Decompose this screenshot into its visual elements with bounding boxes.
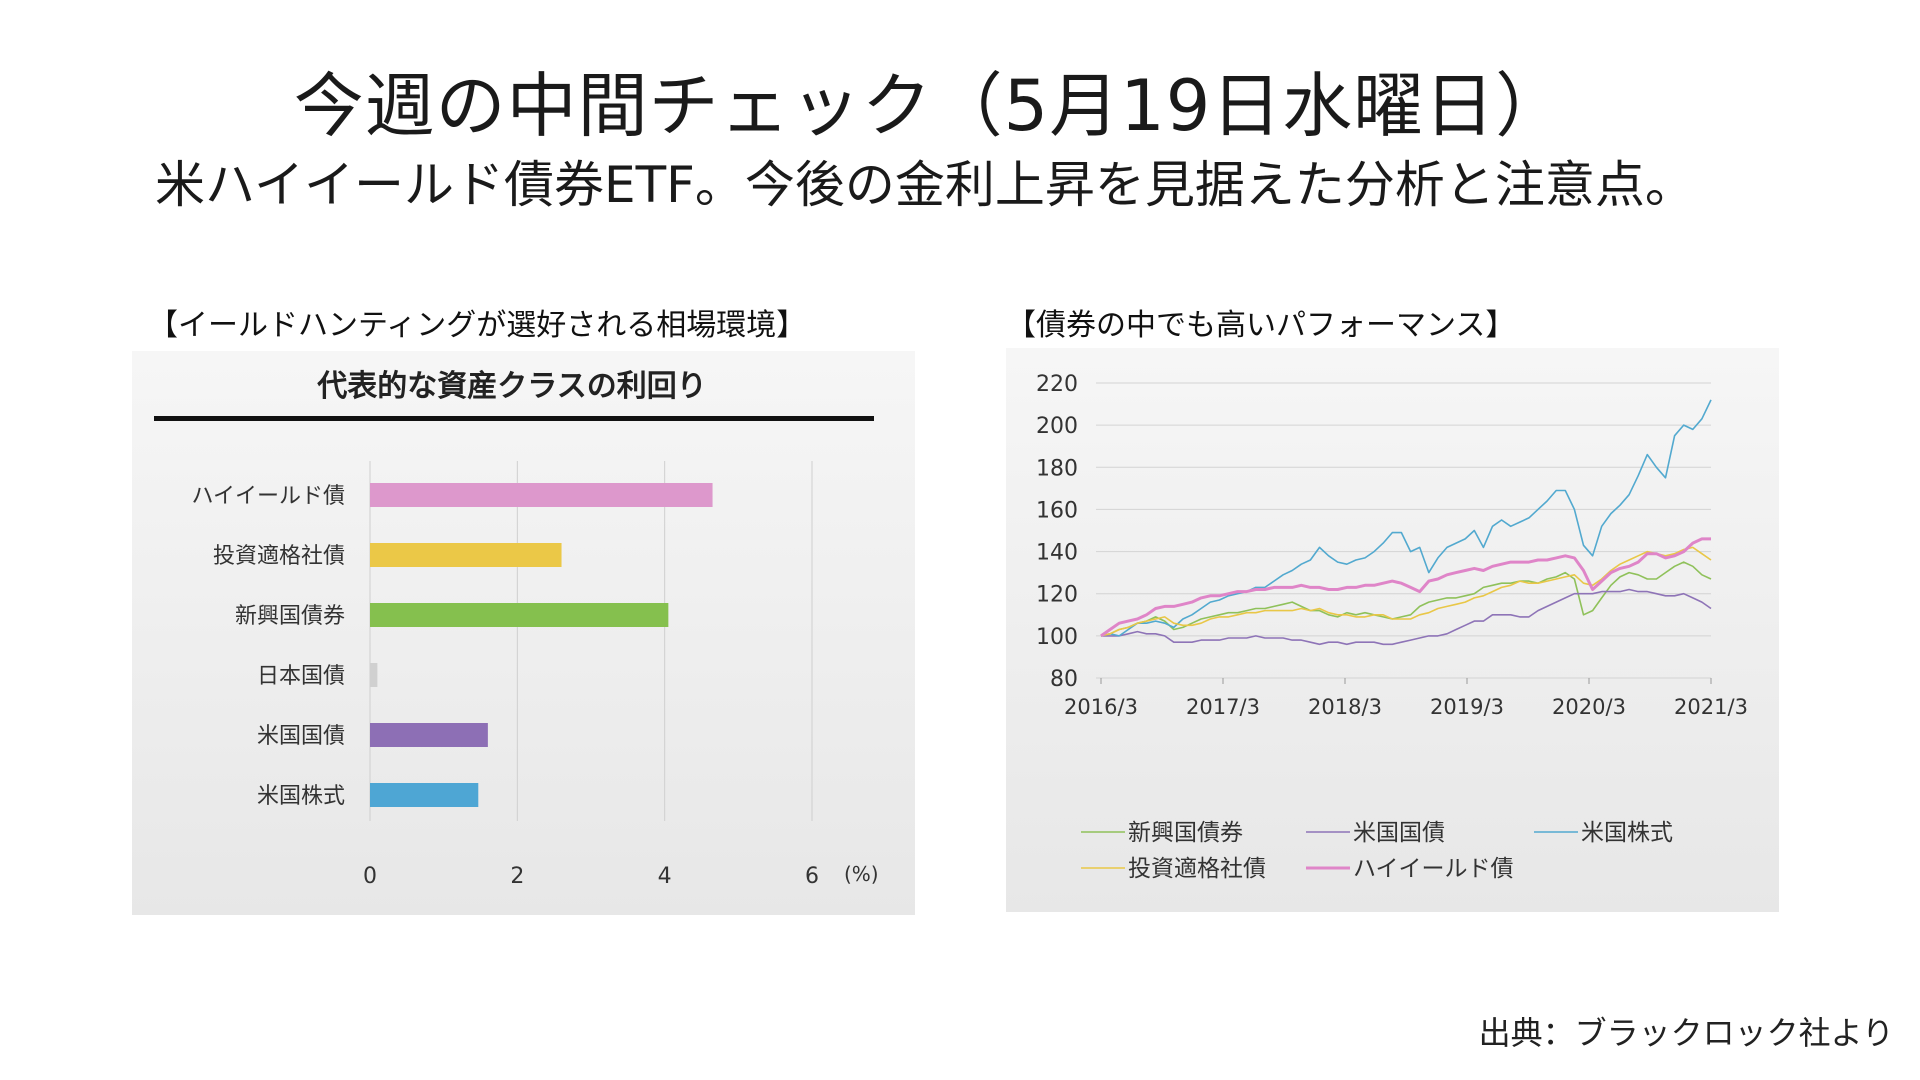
series-line (1100, 546, 1712, 637)
series-line (1101, 588, 1712, 646)
legend-label: 米国株式 (1581, 820, 1673, 846)
performance-line-chart-panel: 80 100 120 140 160 180 200 220 2016/3 2017/3 2018/… (1006, 348, 1779, 912)
x-tick-label: 4 (658, 864, 672, 889)
bar (370, 483, 713, 507)
bar (370, 723, 488, 747)
x-tick-label: 0 (363, 864, 377, 889)
yield-bar-chart-panel: 代表的な資産クラスの利回り 0 2 4 6 (%) ハイイールド債投資適格社債新興国債券日本… (132, 351, 915, 915)
bar-category-label: 新興国債券 (235, 604, 345, 629)
legend-label: 新興国債券 (1128, 820, 1243, 846)
bar (370, 603, 669, 627)
bar-category-label: 日本国債 (257, 664, 345, 689)
x-tick-label: 2019/3 (1430, 695, 1504, 719)
y-tick-label: 100 (1036, 625, 1078, 650)
legend-label: 米国国債 (1353, 820, 1445, 846)
bar-category-label: ハイイールド債 (191, 484, 345, 509)
y-tick-label: 200 (1036, 414, 1078, 439)
performance-line-chart: 80 100 120 140 160 180 200 220 2016/3 2017/3 2018/… (1036, 372, 1748, 882)
y-tick-label: 220 (1036, 372, 1078, 397)
x-tick-label: 2017/3 (1186, 695, 1260, 719)
yield-bar-chart: 代表的な資産クラスの利回り 0 2 4 6 (%) ハイイールド債投資適格社債新興国債券日本… (154, 369, 879, 889)
source-note: 出典：ブラックロック社より (1478, 1014, 1894, 1052)
x-unit-label: (%) (844, 862, 879, 886)
bar-chart-title: 代表的な資産クラスの利回り (316, 369, 706, 404)
bar-category-label: 米国国債 (257, 724, 345, 749)
page-title: 今週の中間チェック（5月19日水曜日） (293, 65, 1567, 147)
right-panel-label: 【債券の中でも高いパフォーマンス】 (1006, 308, 1516, 343)
series-line (1100, 537, 1711, 638)
y-tick-label: 80 (1050, 667, 1078, 692)
page-subtitle: 米ハイイールド債券ETF。今後の金利上昇を見据えた分析と注意点。 (155, 156, 1695, 214)
x-tick-label: 2016/3 (1064, 695, 1138, 719)
legend-label: ハイイールド債 (1353, 856, 1514, 882)
series-line (1100, 399, 1712, 637)
y-tick-label: 120 (1036, 583, 1078, 608)
legend-label: 投資適格社債 (1128, 856, 1266, 882)
left-panel-label: 【イールドハンティングが選好される相場環境】 (148, 308, 807, 343)
x-tick-label: 2018/3 (1308, 695, 1382, 719)
x-tick-label: 6 (805, 864, 819, 889)
y-tick-label: 140 (1036, 541, 1078, 566)
y-tick-label: 160 (1036, 498, 1078, 523)
series-line (1100, 561, 1712, 637)
bar (370, 663, 378, 687)
title-underline (154, 416, 874, 421)
x-tick-label: 2 (510, 864, 524, 889)
x-tick-label: 2021/3 (1674, 695, 1748, 719)
x-tick-label: 2020/3 (1552, 695, 1626, 719)
y-tick-label: 180 (1036, 456, 1078, 481)
bar-category-label: 投資適格社債 (213, 544, 345, 569)
bar (370, 543, 562, 567)
bar-category-label: 米国株式 (257, 784, 345, 809)
bar (370, 783, 479, 807)
